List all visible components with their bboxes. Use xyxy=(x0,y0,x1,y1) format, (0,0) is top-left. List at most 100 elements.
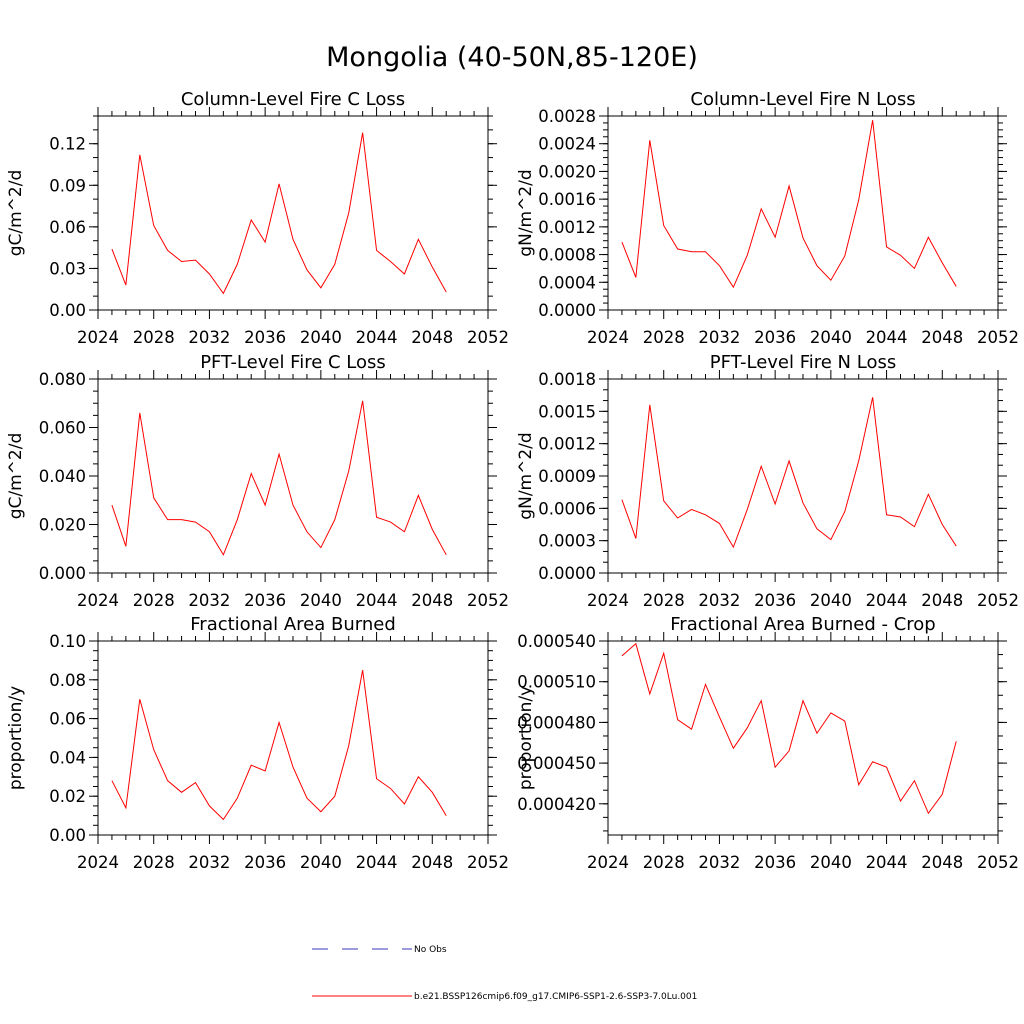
x-tick-label: 2028 xyxy=(643,328,685,347)
x-tick-label: 2044 xyxy=(356,328,398,347)
x-tick-label: 2052 xyxy=(977,328,1019,347)
panel-title: Fractional Area Burned - Crop xyxy=(670,614,935,635)
x-tick-label: 2052 xyxy=(977,591,1019,610)
x-tick-label: 2024 xyxy=(77,853,119,872)
x-tick-label: 2048 xyxy=(921,853,963,872)
x-tick-label: 2024 xyxy=(77,328,119,347)
x-tick-label: 2024 xyxy=(587,328,629,347)
plot-frame xyxy=(607,378,999,574)
plot-frame xyxy=(97,115,489,311)
x-tick-label: 2048 xyxy=(411,328,453,347)
plot-frame xyxy=(97,378,489,574)
y-tick-label: 0.000510 xyxy=(517,673,596,692)
panel-4: 2024 2028 2032 2036 2040 2044 2048 2052 0.0000 0.… xyxy=(516,352,1019,610)
x-tick-label: 2036 xyxy=(244,853,286,872)
x-tick-label: 2028 xyxy=(643,591,685,610)
y-tick-label: 0.000480 xyxy=(517,713,596,732)
x-tick-label: 2044 xyxy=(866,328,908,347)
x-tick-label: 2040 xyxy=(300,853,342,872)
panel-title: PFT-Level Fire N Loss xyxy=(710,352,896,373)
x-tick-label: 2032 xyxy=(698,328,740,347)
y-tick-label: 0.0000 xyxy=(538,564,596,583)
x-tick-label: 2040 xyxy=(300,591,342,610)
x-tick-label: 2040 xyxy=(810,328,852,347)
panel-title: Fractional Area Burned xyxy=(190,614,396,635)
x-tick-label: 2028 xyxy=(133,853,175,872)
x-tick-label: 2048 xyxy=(411,591,453,610)
series-line xyxy=(111,670,447,821)
x-tick-label: 2024 xyxy=(77,591,119,610)
x-tick-label: 2044 xyxy=(356,591,398,610)
x-tick-label: 2040 xyxy=(810,853,852,872)
x-tick-label: 2032 xyxy=(188,328,230,347)
panel-2: 2024 2028 2032 2036 2040 2044 2048 2052 0.0000 0.… xyxy=(516,89,1019,347)
x-tick-label: 2052 xyxy=(467,853,509,872)
y-tick-label: 0.0016 xyxy=(538,190,596,209)
panel-5: 2024 2028 2032 2036 2040 2044 2048 2052 0.00 0.02… xyxy=(6,614,509,872)
y-tick-label: 0.0015 xyxy=(538,402,596,421)
y-tick-label: 0.0012 xyxy=(538,218,596,237)
x-tick-label: 2044 xyxy=(356,853,398,872)
x-tick-label: 2032 xyxy=(698,853,740,872)
x-tick-label: 2032 xyxy=(698,591,740,610)
y-tick-label: 0.0009 xyxy=(538,467,596,486)
y-tick-label: 0.080 xyxy=(39,370,86,389)
y-axis-label: gC/m^2/d xyxy=(6,170,26,257)
y-tick-label: 0.000450 xyxy=(517,754,596,773)
panel-1: 2024 2028 2032 2036 2040 2044 2048 2052 0.00 0.03… xyxy=(6,89,509,347)
series-line xyxy=(621,397,957,549)
x-tick-label: 2036 xyxy=(754,853,796,872)
x-tick-label: 2024 xyxy=(587,591,629,610)
y-tick-label: 0.09 xyxy=(49,176,86,195)
legend: No Obs b.e21.BSSP126cmip6.f09_g17.CMIP6-… xyxy=(312,945,697,1002)
x-tick-label: 2048 xyxy=(411,853,453,872)
x-tick-label: 2040 xyxy=(300,328,342,347)
x-tick-label: 2044 xyxy=(866,853,908,872)
y-tick-label: 0.00 xyxy=(49,301,86,320)
y-tick-label: 0.0020 xyxy=(538,162,596,181)
panel-title: Column-Level Fire C Loss xyxy=(181,89,405,110)
x-tick-label: 2052 xyxy=(467,328,509,347)
y-tick-label: 0.03 xyxy=(49,259,86,278)
x-tick-label: 2032 xyxy=(188,591,230,610)
x-tick-label: 2048 xyxy=(921,328,963,347)
plot-frame xyxy=(607,115,999,311)
legend-label-no-obs: No Obs xyxy=(414,945,447,955)
y-tick-label: 0.10 xyxy=(49,632,86,651)
x-tick-label: 2036 xyxy=(244,591,286,610)
y-tick-label: 0.020 xyxy=(39,516,86,535)
figure-title: Mongolia (40-50N,85-120E) xyxy=(326,42,698,73)
panels: 2024 2028 2032 2036 2040 2044 2048 2052 0.00 0.03… xyxy=(6,89,1019,872)
y-axis-label: proportion/y xyxy=(6,686,26,790)
y-tick-label: 0.0003 xyxy=(538,532,596,551)
x-tick-label: 2028 xyxy=(643,853,685,872)
y-tick-label: 0.000 xyxy=(39,564,86,583)
y-axis-label: gC/m^2/d xyxy=(6,433,26,520)
y-tick-label: 0.000540 xyxy=(517,632,596,651)
y-tick-label: 0.12 xyxy=(49,135,86,154)
x-tick-label: 2052 xyxy=(467,591,509,610)
legend-label-model: b.e21.BSSP126cmip6.f09_g17.CMIP6-SSP1-2.… xyxy=(414,992,697,1002)
x-tick-label: 2028 xyxy=(133,328,175,347)
x-tick-label: 2028 xyxy=(133,591,175,610)
x-tick-label: 2036 xyxy=(754,591,796,610)
series-line xyxy=(621,642,957,815)
x-tick-label: 2044 xyxy=(866,591,908,610)
y-tick-label: 0.0006 xyxy=(538,499,596,518)
panel-6: 2024 2028 2032 2036 2040 2044 2048 2052 0.000420… xyxy=(516,614,1019,872)
panel-title: PFT-Level Fire C Loss xyxy=(200,352,386,373)
plot-frame xyxy=(607,640,999,836)
series-line xyxy=(111,400,447,556)
x-tick-label: 2032 xyxy=(188,853,230,872)
plot-frame xyxy=(97,640,489,836)
y-tick-label: 0.000420 xyxy=(517,795,596,814)
y-axis-label: proportion/y xyxy=(516,686,536,790)
y-tick-label: 0.0004 xyxy=(538,273,596,292)
x-tick-label: 2052 xyxy=(977,853,1019,872)
x-tick-label: 2024 xyxy=(587,853,629,872)
y-tick-label: 0.02 xyxy=(49,787,86,806)
x-tick-label: 2040 xyxy=(810,591,852,610)
y-tick-label: 0.0018 xyxy=(538,370,596,389)
y-axis-label: gN/m^2/d xyxy=(516,432,536,519)
y-tick-label: 0.06 xyxy=(49,710,86,729)
